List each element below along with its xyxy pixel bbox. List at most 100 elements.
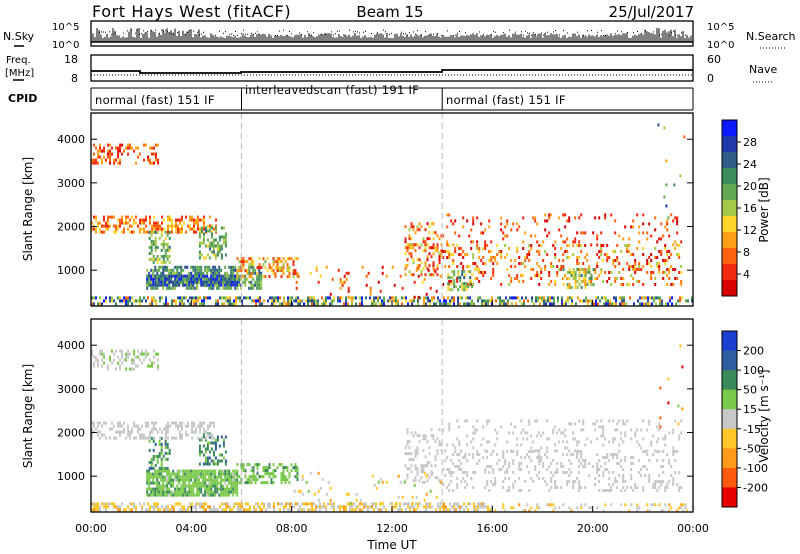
- scatter-cell: [574, 286, 577, 289]
- scatter-cell: [612, 437, 615, 441]
- scatter-cell: [622, 277, 625, 280]
- scatter-cell: [119, 218, 121, 222]
- scatter-cell: [216, 247, 219, 251]
- scatter-cell: [218, 283, 221, 287]
- scatter-cell: [196, 268, 199, 272]
- scatter-cell: [207, 505, 209, 509]
- scatter-cell: [355, 302, 357, 306]
- scatter-cell: [211, 508, 213, 512]
- scatter-cell: [192, 487, 195, 491]
- scatter-cell: [262, 257, 265, 261]
- scatter-cell: [578, 450, 581, 453]
- scatter-cell: [278, 257, 281, 261]
- scatter-cell: [204, 244, 207, 248]
- scatter-cell: [434, 440, 437, 444]
- scatter-cell: [127, 433, 129, 437]
- scatter-cell: [570, 274, 573, 277]
- scatter-cell: [664, 225, 667, 229]
- scatter-cell: [196, 271, 199, 275]
- freq-trace: [91, 69, 693, 74]
- scatter-cell: [246, 463, 249, 467]
- scatter-cell: [218, 459, 221, 463]
- scatter-cell: [313, 502, 315, 506]
- scatter-cell: [600, 253, 603, 256]
- scatter-cell: [508, 465, 511, 468]
- scatter-cell: [139, 218, 141, 222]
- scatter-cell: [313, 302, 315, 306]
- scatter-cell: [512, 222, 515, 226]
- scatter-cell: [466, 253, 469, 256]
- scatter-cell: [179, 430, 181, 434]
- scatter-cell: [150, 487, 153, 491]
- scatter-cell: [208, 283, 211, 287]
- scatter-cell: [449, 276, 452, 280]
- scatter-cell: [518, 225, 521, 229]
- scatter-cell: [574, 274, 577, 277]
- scatter-cell: [506, 219, 509, 223]
- scatter-cell: [158, 236, 161, 240]
- scatter-cell: [664, 259, 667, 262]
- scatter-cell: [446, 486, 449, 489]
- scatter-cell: [467, 302, 469, 306]
- scatter-cell: [408, 452, 411, 456]
- scatter-cell: [463, 282, 466, 286]
- scatter-cell: [160, 260, 163, 264]
- scatter-cell: [297, 508, 299, 512]
- scatter-cell: [198, 438, 201, 442]
- scatter-cell: [420, 243, 423, 247]
- scatter-cell: [182, 280, 185, 284]
- scatter-cell: [548, 213, 551, 217]
- scatter-cell: [662, 459, 665, 462]
- scatter-cell: [520, 462, 523, 465]
- power-data-cells: [91, 123, 693, 306]
- scatter-cell: [129, 146, 131, 150]
- scatter-cell: [200, 265, 203, 269]
- scatter-cell: [208, 226, 211, 230]
- scatter-cell: [206, 478, 209, 482]
- scatter-cell: [668, 250, 671, 253]
- scatter-cell: [272, 475, 275, 479]
- scatter-cell: [678, 486, 681, 489]
- scatter-cell: [173, 224, 175, 228]
- scatter-cell: [171, 227, 173, 231]
- scatter-cell: [473, 502, 475, 506]
- scatter-cell: [664, 434, 667, 438]
- scatter-cell: [203, 218, 205, 222]
- scatter-cell: [469, 276, 472, 280]
- scatter-cell: [534, 468, 537, 471]
- scatter-cell: [535, 299, 537, 303]
- scatter-cell: [598, 480, 601, 483]
- scatter-cell: [305, 480, 308, 484]
- scatter-cell: [148, 277, 151, 281]
- scatter-cell: [554, 247, 557, 250]
- scatter-cell: [97, 364, 99, 368]
- scatter-cell: [236, 280, 239, 284]
- scatter-cell: [351, 296, 353, 300]
- scatter-cell: [238, 277, 241, 281]
- scatter-cell: [518, 489, 521, 492]
- scatter-cell: [430, 222, 433, 226]
- scatter-cell: [213, 508, 215, 512]
- scatter-cell: [477, 299, 479, 303]
- scatter-cell: [667, 377, 670, 381]
- scatter-cell: [482, 425, 485, 429]
- scatter-cell: [419, 296, 421, 300]
- scatter-cell: [252, 283, 255, 287]
- scatter-cell: [190, 280, 193, 284]
- scatter-cell: [192, 277, 195, 281]
- scatter-cell: [155, 352, 157, 356]
- scatter-cell: [580, 213, 583, 217]
- scatter-cell: [233, 299, 235, 303]
- scatter-cell: [216, 244, 219, 248]
- scatter-cell: [596, 506, 599, 510]
- scatter-cell: [610, 486, 613, 489]
- scatter-cell: [146, 475, 149, 479]
- scatter-cell: [614, 259, 617, 262]
- scatter-cell: [230, 487, 233, 491]
- scatter-cell: [422, 437, 425, 441]
- scatter-cell: [425, 474, 428, 478]
- scatter-cell: [205, 430, 207, 434]
- scatter-cell: [206, 244, 209, 248]
- scatter-cell: [182, 481, 185, 485]
- colorbar-swatch: [722, 448, 737, 469]
